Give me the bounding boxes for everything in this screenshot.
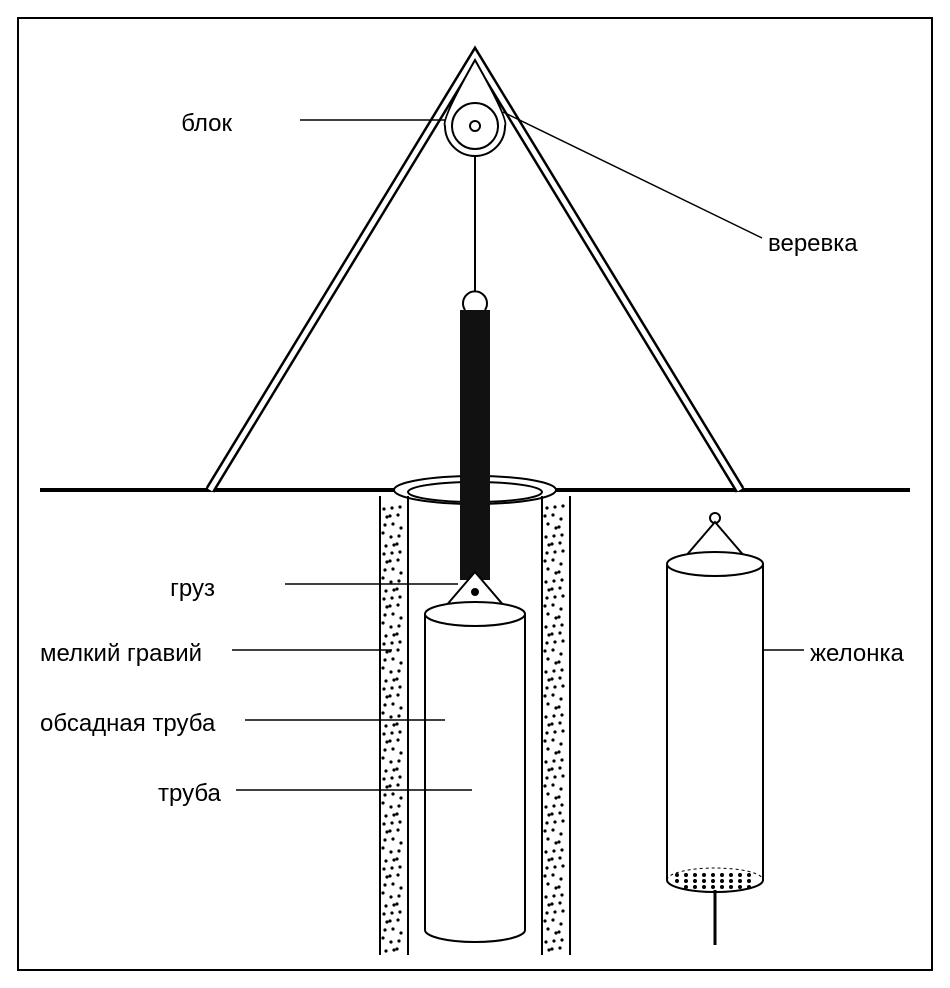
label-weight: груз: [170, 575, 215, 603]
diagram-svg: [0, 0, 950, 988]
drilling-diagram: блок веревка груз мелкий гравий обсадная…: [0, 0, 950, 988]
label-bailer: желонка: [810, 640, 904, 668]
label-casing: обсадная труба: [40, 710, 215, 738]
label-tube: труба: [158, 780, 221, 808]
label-rope: веревка: [768, 230, 858, 258]
label-gravel: мелкий гравий: [40, 640, 202, 668]
label-block: блок: [181, 110, 232, 138]
